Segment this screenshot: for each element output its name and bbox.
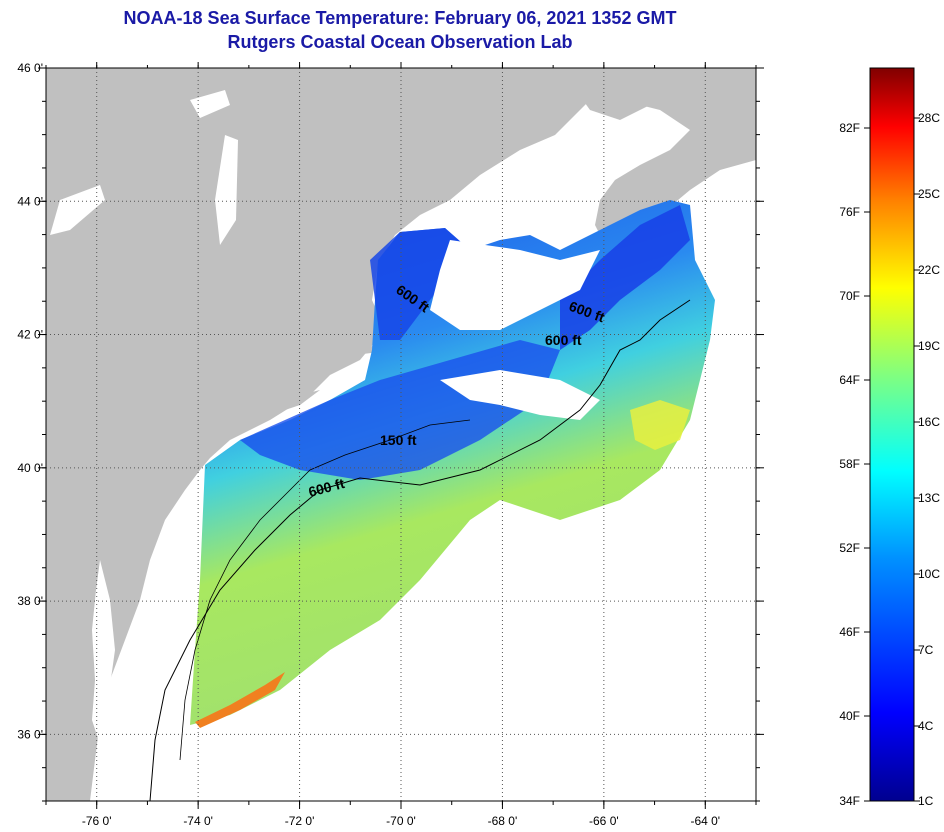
lon-tick-label: -72 0'	[285, 814, 315, 828]
colorbar-c-label: 7C	[918, 643, 934, 657]
lon-tick-label: -66 0'	[589, 814, 619, 828]
colorbar-labels: 82F 76F 70F 64F 58F 52F 46F 40F 34F 28C 25C 22C 19C 1…	[839, 111, 940, 808]
colorbar-f-label: 70F	[839, 289, 860, 303]
lat-tick-label: 44 0'	[17, 194, 43, 208]
map-axis-labels: -76 0' -74 0' -72 0' -70 0' -68 0' -66 0' -64 …	[17, 61, 720, 828]
shelf-contour-600ft	[149, 299, 691, 801]
contour-label: 150 ft	[380, 432, 417, 448]
colorbar	[869, 67, 915, 802]
cloud-gap	[430, 240, 600, 330]
colorbar-c-label: 16C	[918, 415, 940, 429]
lake	[190, 90, 230, 118]
lake	[215, 135, 238, 245]
colorbar-f-label: 40F	[839, 709, 860, 723]
cloud-gap	[440, 370, 600, 420]
land-mainland	[46, 68, 590, 801]
lat-tick-label: 46 0'	[17, 61, 43, 75]
colorbar-c-label: 1C	[918, 794, 934, 808]
colorbar-f-label: 58F	[839, 457, 860, 471]
land-new-brunswick	[560, 68, 660, 120]
colorbar-f-label: 34F	[839, 794, 860, 808]
colorbar-f-label: 64F	[839, 373, 860, 387]
lat-tick-label: 42 0'	[17, 328, 43, 342]
map-axis-ticks	[38, 62, 764, 809]
lon-tick-label: -64 0'	[690, 814, 720, 828]
lon-tick-label: -76 0'	[82, 814, 112, 828]
colorbar-c-label: 25C	[918, 187, 940, 201]
lon-tick-label: -74 0'	[183, 814, 213, 828]
land-long-island	[215, 390, 320, 425]
chesapeake-bay	[92, 560, 115, 745]
colorbar-c-label: 19C	[918, 339, 940, 353]
lon-tick-label: -68 0'	[488, 814, 518, 828]
sst-warm-patch	[630, 400, 690, 450]
colorbar-c-label: 22C	[918, 263, 940, 277]
colorbar-f-label: 52F	[839, 541, 860, 555]
land-nova-scotia	[595, 68, 756, 245]
lat-tick-label: 36 0'	[17, 727, 43, 741]
colorbar-c-label: 13C	[918, 491, 940, 505]
map-content	[46, 68, 756, 801]
contour-label: 600 ft	[545, 332, 582, 348]
map-title: NOAA-18 Sea Surface Temperature: Februar…	[123, 8, 677, 28]
colorbar-f-label: 82F	[839, 121, 860, 135]
lake	[50, 185, 105, 235]
shelf-contour-150ft	[179, 419, 471, 761]
lon-tick-label: -70 0'	[386, 814, 416, 828]
colorbar-c-label: 10C	[918, 567, 940, 581]
lat-tick-label: 40 0'	[17, 461, 43, 475]
colorbar-c-label: 4C	[918, 719, 934, 733]
map-subtitle: Rutgers Coastal Ocean Observation Lab	[227, 32, 573, 52]
colorbar-f-label: 46F	[839, 625, 860, 639]
lat-tick-label: 38 0'	[17, 594, 43, 608]
colorbar-c-label: 28C	[918, 111, 940, 125]
sst-cold-band	[560, 205, 690, 350]
sst-warm-edge	[195, 672, 285, 728]
colorbar-f-label: 76F	[839, 205, 860, 219]
